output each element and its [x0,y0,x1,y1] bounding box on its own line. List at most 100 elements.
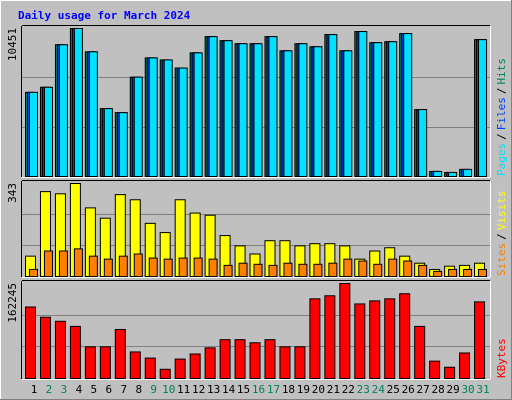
bar [283,262,293,278]
bar [309,298,321,379]
bar [25,306,36,379]
bar [328,34,338,177]
x-tick-label: 6 [106,383,113,396]
x-tick-label: 12 [192,383,205,396]
bar [298,263,308,277]
chart-title: Daily usage for March 2024 [18,9,191,22]
x-tick-label: 1 [31,383,38,396]
x-tick-label: 31 [476,383,489,396]
bar [253,263,263,277]
x-tick-label: 23 [357,383,370,396]
x-tick-label: 11 [177,383,190,396]
bar [463,268,473,278]
x-tick-label: 7 [120,383,127,396]
legend-entry: Hits [495,58,508,85]
x-tick-label: 15 [237,383,250,396]
bar [178,67,188,177]
legend-entry: Files [495,97,508,130]
y-tick-label: 10451 [6,28,19,61]
bar [253,43,263,178]
bar [313,46,323,177]
bar [414,325,426,379]
legend-separator: / [495,88,508,95]
x-tick-label: 14 [222,383,236,396]
bar [264,339,276,379]
bar [103,258,113,277]
bar [99,346,111,379]
x-tick-label: 4 [76,383,83,396]
bar [369,300,381,380]
bar [444,366,456,380]
bar [478,39,488,178]
bar [43,86,53,177]
legend-entry: Visits [495,191,508,231]
bar [58,44,68,177]
x-tick-label: 29 [446,383,459,396]
bar [448,171,458,177]
bar [88,51,98,177]
bar [189,353,201,379]
x-tick-label: 30 [461,383,474,396]
bar [223,40,233,177]
bar [478,268,488,278]
x-tick-label: 26 [402,383,415,396]
bar [144,357,156,380]
legend-separator: / [495,233,508,240]
bar [163,59,173,177]
legend: KBytes [495,338,508,378]
bar [29,268,38,278]
legend-entry: Pages [495,143,508,176]
bar [223,264,233,278]
bar [54,320,66,380]
bar [103,108,113,177]
x-tick-label: 9 [150,383,157,396]
bar [163,258,173,277]
bar [234,339,246,379]
bar [358,260,368,278]
bar [388,41,398,178]
x-tick-label: 27 [417,383,430,396]
bar [358,31,368,178]
bar [268,36,278,177]
bar [114,328,126,380]
bar [29,91,38,177]
x-tick-label: 5 [91,383,98,396]
bar [208,36,218,177]
x-tick-label: 2 [46,383,53,396]
legend: Pages / Files / Hits [495,58,508,176]
bar [249,342,261,380]
x-tick-label: 24 [372,383,386,396]
x-tick-label: 20 [312,383,325,396]
bar [313,263,323,277]
x-tick-label: 22 [342,383,355,396]
bar [324,295,336,379]
x-tick-label: 8 [135,383,142,396]
bar [328,262,338,278]
x-tick-label: 16 [252,383,265,396]
legend: Sites / Visits [495,191,508,277]
x-tick-label: 21 [327,383,340,396]
bar [73,248,83,278]
bar [133,253,143,277]
bar [129,351,141,380]
bar [268,264,278,278]
bar [429,360,441,379]
y-tick-label: 162245 [6,283,19,323]
bar [388,258,398,277]
bar [208,258,218,277]
x-tick-label: 3 [61,383,68,396]
bar [403,33,413,178]
bar [193,52,203,177]
bar [418,109,428,177]
x-tick-label: 10 [162,383,175,396]
bar [399,293,411,380]
bar [343,50,353,177]
x-tick-label: 28 [432,383,445,396]
bar [174,358,186,380]
bar [294,346,306,379]
bar [238,262,248,278]
bar [148,57,158,177]
x-tick-label: 25 [387,383,400,396]
bar [159,368,171,379]
